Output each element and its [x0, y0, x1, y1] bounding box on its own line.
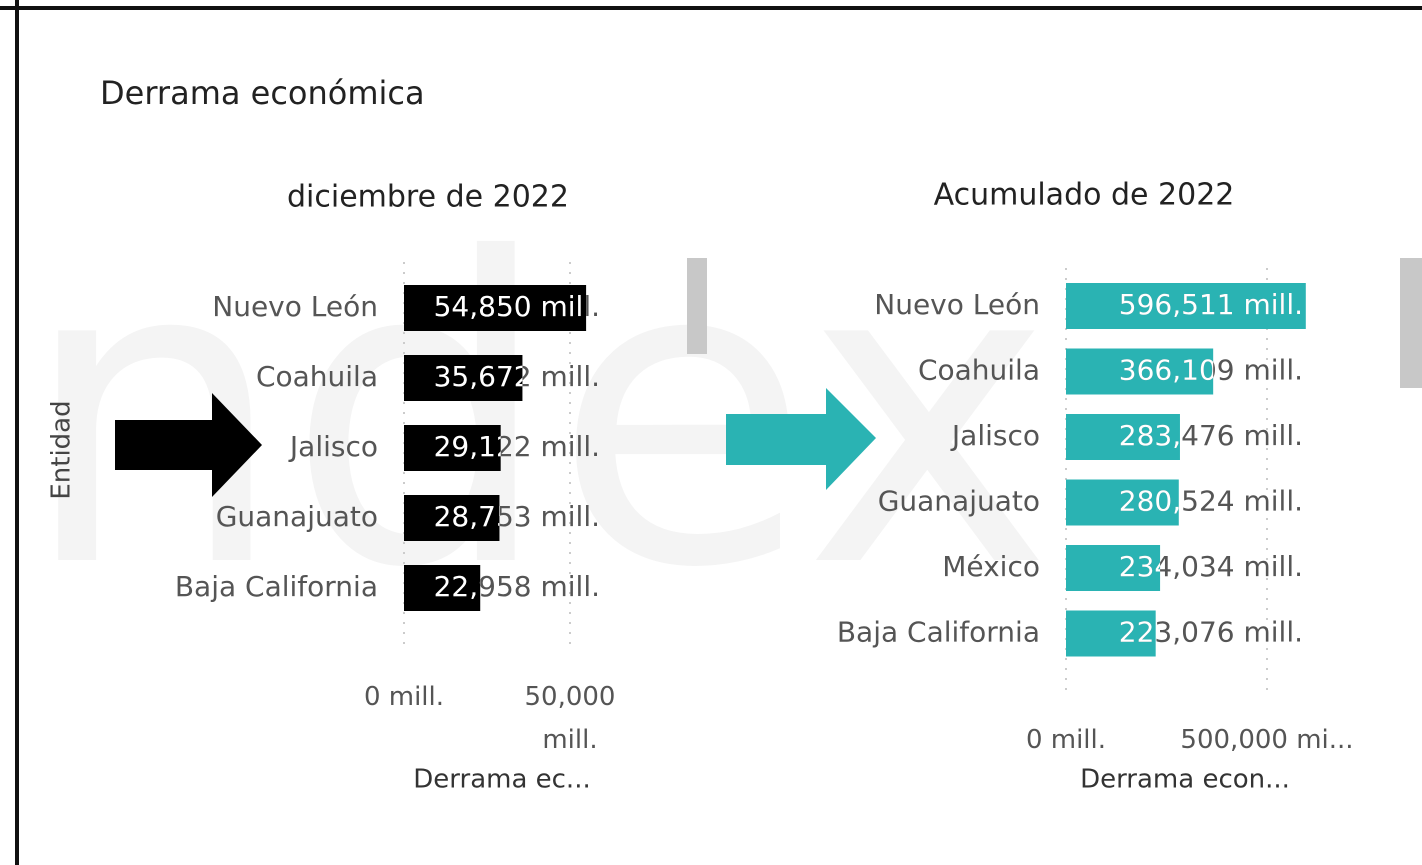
data-label: 283,476 mill. — [1119, 419, 1303, 452]
data-label: 35,672 mill. — [434, 360, 600, 393]
data-label: 280,524 mill. — [1119, 485, 1303, 518]
arrow — [726, 388, 876, 490]
data-label: 28,753 mill. — [434, 500, 600, 533]
bar — [404, 355, 523, 401]
bar — [1066, 610, 1156, 657]
watermark: ndex — [20, 171, 1052, 660]
data-label: 29,122 mill. — [434, 430, 600, 463]
data-label: 234,034 mill. — [1119, 550, 1303, 583]
x-axis-title: Derrama econ... — [1080, 765, 1290, 795]
bar — [404, 565, 481, 611]
category-label: Coahuila — [918, 354, 1040, 387]
bar — [404, 495, 500, 541]
data-label: 22,958 mill. — [434, 570, 600, 603]
category-label: Guanajuato — [216, 500, 378, 533]
data-label: 283,476 mill. — [1119, 419, 1303, 452]
data-label: 366,109 mill. — [1119, 354, 1303, 387]
bar — [1066, 414, 1180, 460]
category-label: Baja California — [837, 616, 1040, 649]
category-label: México — [942, 550, 1040, 583]
category-label: Baja California — [175, 570, 378, 603]
x-tick-label: 0 mill. — [363, 682, 445, 712]
data-label: 29,122 mill. — [434, 430, 600, 463]
scrollbar[interactable] — [1400, 258, 1422, 388]
data-label: 223,076 mill. — [1119, 616, 1303, 649]
category-label: Guanajuato — [878, 485, 1040, 518]
data-label: 596,511 mill. — [1119, 288, 1303, 321]
data-label: 22,958 mill. — [434, 570, 600, 603]
bar — [1066, 479, 1179, 526]
category-label: Jalisco — [288, 430, 378, 463]
data-label: 54,850 mill. — [434, 290, 600, 323]
category-label: Jalisco — [950, 419, 1040, 452]
category-label: Coahuila — [256, 360, 378, 393]
bar — [404, 425, 501, 471]
category-label: Nuevo León — [874, 288, 1040, 321]
bar — [1066, 545, 1161, 591]
bar — [404, 285, 587, 331]
data-label: 54,850 mill. — [434, 290, 600, 323]
page-title: Derrama económica — [100, 74, 425, 112]
data-label: 35,672 mill. — [434, 360, 600, 393]
chart-title: Acumulado de 2022 — [934, 178, 1235, 213]
chart-title: diciembre de 2022 — [287, 180, 569, 215]
scrollbar[interactable] — [687, 258, 707, 354]
x-axis-title: Derrama ec... — [413, 765, 590, 795]
x-tick-label: 50,000 mill. — [524, 682, 616, 755]
bar — [1066, 283, 1306, 329]
data-label: 280,524 mill. — [1119, 485, 1303, 518]
arrow — [115, 393, 262, 497]
y-axis-title: Entidad — [47, 400, 77, 499]
x-tick-label: 0 mill. — [1025, 725, 1107, 755]
x-tick-label: 500,000 mi... — [1180, 725, 1354, 755]
data-label: 234,034 mill. — [1119, 550, 1303, 583]
data-label: 596,511 mill. — [1119, 288, 1303, 321]
data-label: 28,753 mill. — [434, 500, 600, 533]
data-label: 366,109 mill. — [1119, 354, 1303, 387]
data-label: 223,076 mill. — [1119, 616, 1303, 649]
category-label: Nuevo León — [212, 290, 378, 323]
bar — [1066, 348, 1214, 395]
